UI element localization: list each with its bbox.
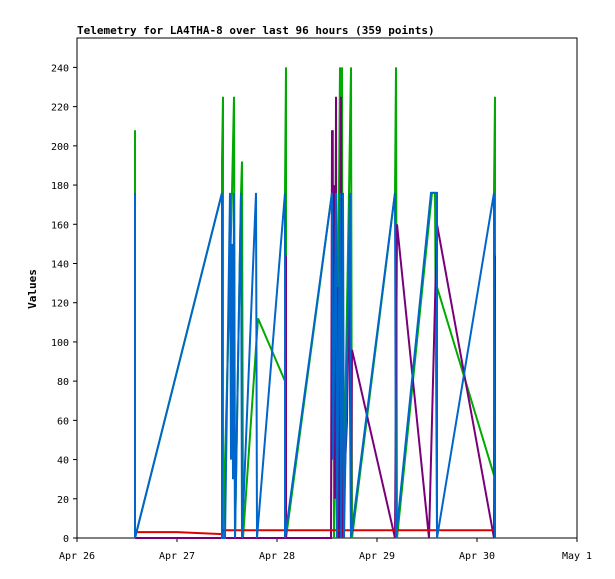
y-tick-label: 100: [51, 338, 69, 349]
y-tick-label: 200: [51, 142, 69, 153]
x-tick-label: May 1: [562, 551, 592, 562]
y-tick-label: 40: [57, 456, 69, 467]
y-tick-label: 160: [51, 220, 69, 231]
y-tick-label: 60: [57, 416, 69, 427]
y-tick-label: 120: [51, 299, 69, 310]
y-tick-label: 180: [51, 181, 69, 192]
x-axis: Apr 26 Apr 27 Apr 28 Apr 29 Apr 30 May 1: [59, 538, 592, 562]
x-tick-label: Apr 30: [459, 551, 495, 562]
chart-title: Telemetry for LA4THA-8 over last 96 hour…: [77, 24, 435, 37]
series-line-4: [134, 191, 496, 539]
x-tick-label: Apr 26: [59, 551, 95, 562]
y-tick-label: 140: [51, 259, 69, 270]
series-layer: [134, 67, 496, 539]
y-tick-label: 220: [51, 103, 69, 114]
y-tick-label: 0: [63, 534, 69, 545]
x-tick-label: Apr 28: [259, 551, 295, 562]
y-axis: 0 20 40 60 80 100 120 140 160 180 200 220 240: [51, 63, 77, 545]
y-tick-label: 80: [57, 377, 69, 388]
series-line-1: [134, 67, 496, 539]
y-tick-label: 20: [57, 495, 69, 506]
x-tick-label: Apr 29: [359, 551, 395, 562]
y-tick-label: 240: [51, 63, 69, 74]
x-tick-label: Apr 27: [159, 551, 195, 562]
y-axis-title: Values: [26, 269, 39, 309]
plot-frame: [76, 37, 578, 539]
series-line-3: [135, 529, 495, 536]
